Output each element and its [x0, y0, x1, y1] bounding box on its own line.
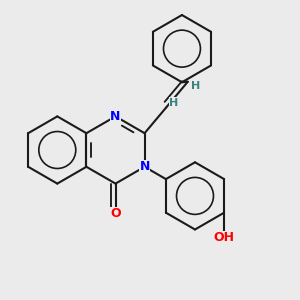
Text: H: H — [169, 98, 178, 108]
Text: O: O — [110, 207, 121, 220]
Text: N: N — [140, 160, 150, 173]
Text: N: N — [110, 110, 121, 123]
Text: OH: OH — [214, 231, 235, 244]
Text: H: H — [191, 81, 200, 91]
